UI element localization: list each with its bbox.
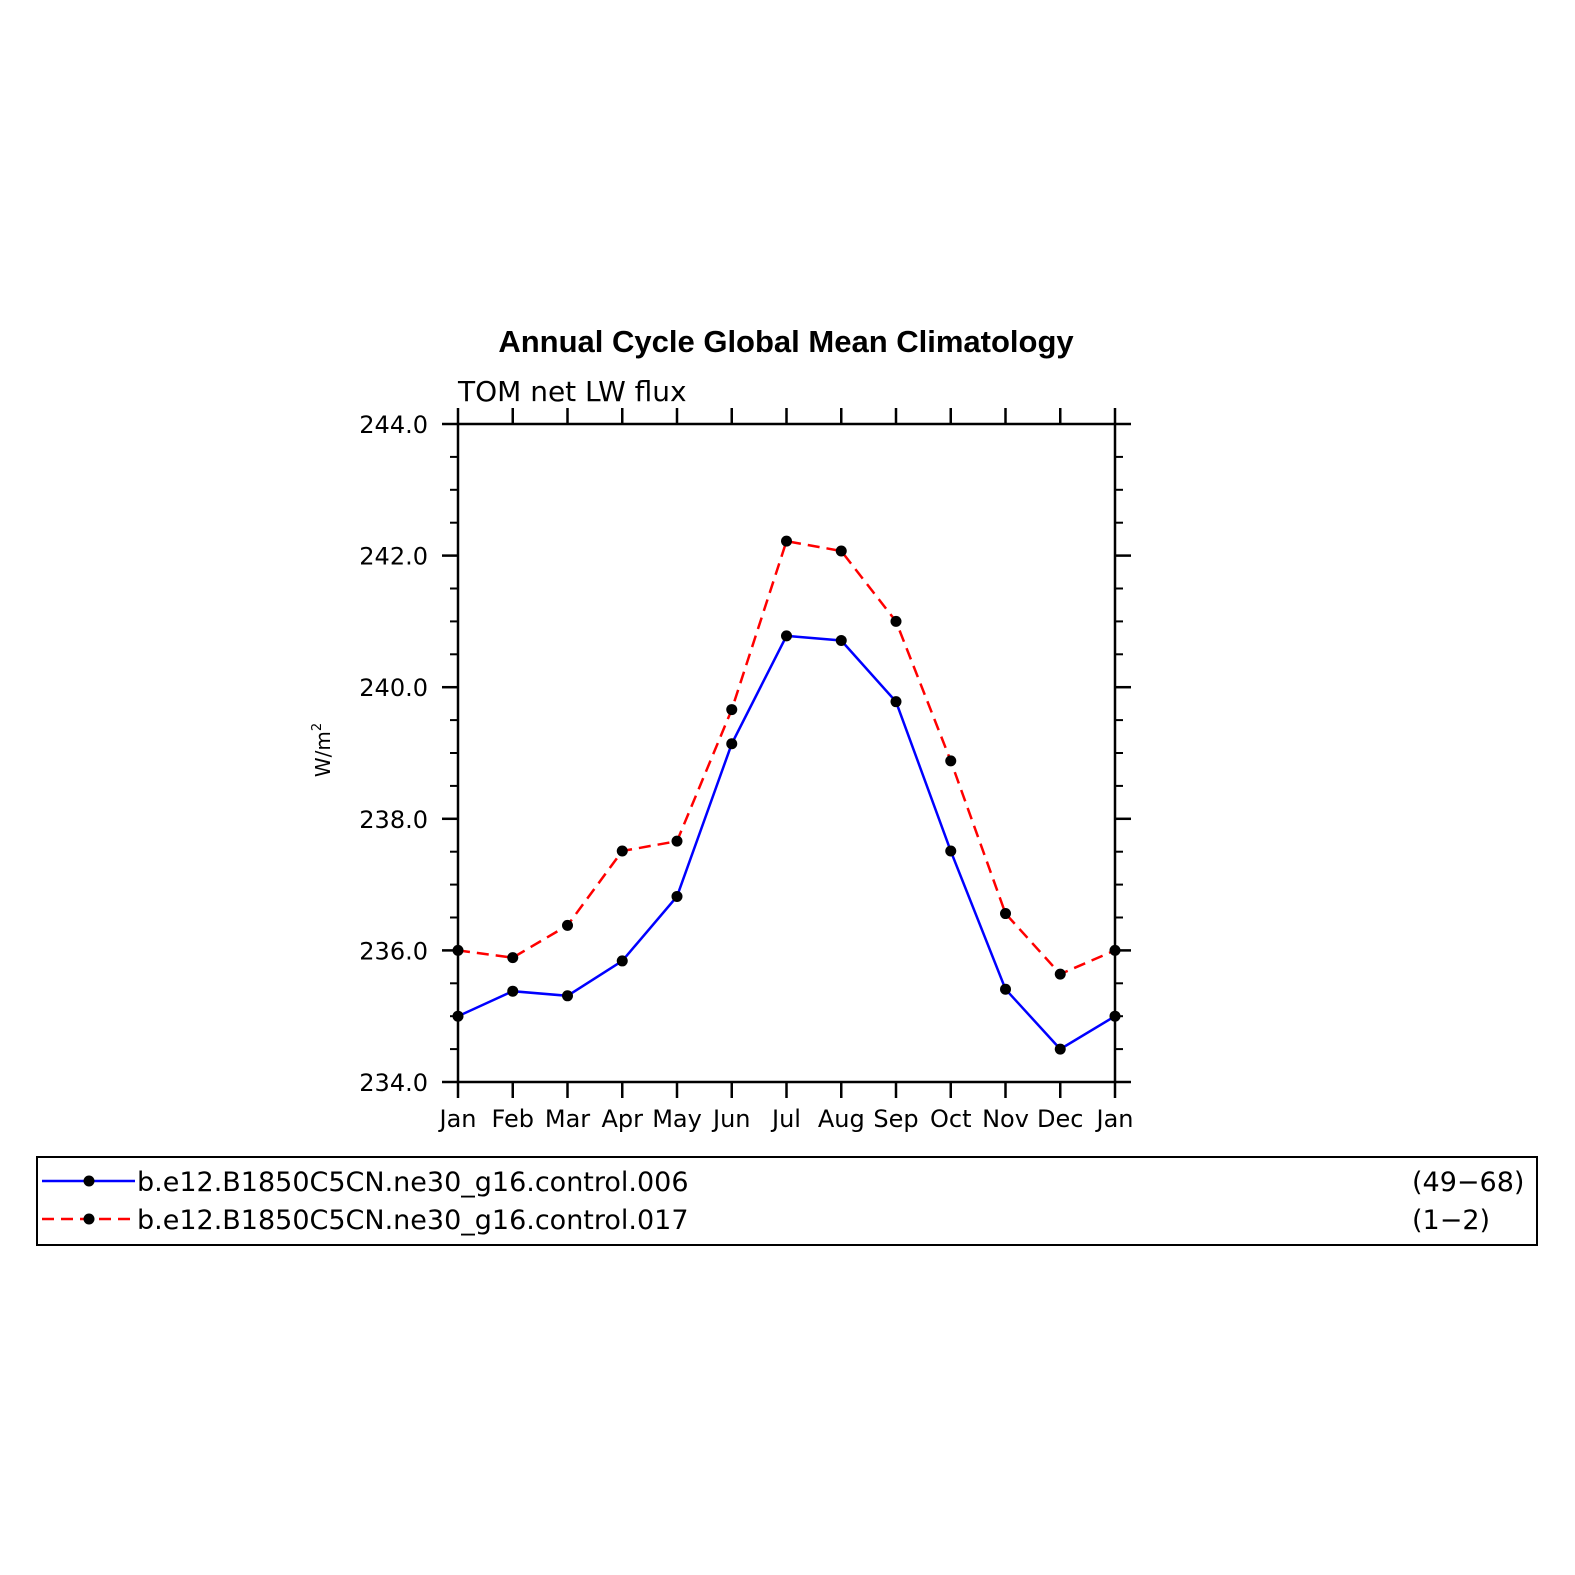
- legend-marker: [83, 1175, 95, 1187]
- y-tick-label: 244.0: [359, 411, 428, 439]
- x-tick-label: Jul: [770, 1105, 801, 1133]
- x-tick-label: Jan: [1095, 1105, 1134, 1133]
- x-tick-label: May: [652, 1105, 702, 1133]
- data-point: [507, 985, 519, 997]
- x-tick-label: Feb: [492, 1105, 535, 1133]
- y-axis-label-text: W/m: [311, 731, 335, 777]
- data-point: [671, 890, 683, 902]
- y-tick-label: 236.0: [359, 937, 428, 965]
- data-point: [1000, 908, 1011, 920]
- y-tick-label: 234.0: [359, 1069, 428, 1097]
- data-point: [781, 535, 792, 547]
- x-tick-label: Aug: [818, 1105, 865, 1133]
- x-tick-label: Apr: [601, 1105, 643, 1133]
- data-point: [1109, 944, 1121, 956]
- chart-title: Annual Cycle Global Mean Climatology: [498, 324, 1074, 359]
- data-point: [671, 835, 683, 847]
- data-point: [1000, 983, 1011, 995]
- data-point: [781, 630, 792, 642]
- x-tick-label: Sep: [873, 1105, 918, 1133]
- data-point: [616, 845, 628, 857]
- data-point: [452, 944, 464, 956]
- y-tick-label: 240.0: [359, 674, 428, 702]
- series-layer: [452, 535, 1121, 1055]
- plot-frame: [456, 422, 1117, 1084]
- x-tick-label: Jan: [438, 1105, 477, 1133]
- y-axis-label: W/m2: [310, 723, 335, 777]
- data-point: [890, 615, 902, 627]
- data-point: [1054, 968, 1066, 980]
- y-tick-label: 238.0: [359, 806, 428, 834]
- legend-label: b.e12.B1850C5CN.ne30_g16.control.017: [137, 1205, 689, 1236]
- svg-text:W/m2: W/m2: [310, 723, 335, 777]
- legend: b.e12.B1850C5CN.ne30_g16.control.006 (49−…: [36, 1156, 1538, 1246]
- x-tick-label: Nov: [982, 1105, 1029, 1133]
- series-line-2: [457, 539, 1116, 976]
- data-point: [945, 845, 957, 857]
- x-tick-label: Oct: [930, 1105, 972, 1133]
- data-point: [452, 1010, 464, 1022]
- legend-label: b.e12.B1850C5CN.ne30_g16.control.006: [137, 1167, 689, 1198]
- chart-subtitle: TOM net LW flux: [457, 375, 687, 408]
- y-tick-label: 242.0: [359, 543, 428, 571]
- data-point: [1109, 1010, 1121, 1022]
- y-axis-label-superscript: 2: [310, 723, 325, 731]
- x-tick-label: Mar: [545, 1105, 590, 1133]
- data-point: [1054, 1043, 1066, 1055]
- x-tick-label: Jun: [711, 1105, 751, 1133]
- legend-years: (49−68): [1412, 1167, 1524, 1198]
- x-tick-label: Dec: [1037, 1105, 1083, 1133]
- legend-marker: [83, 1213, 95, 1225]
- series-line-1: [457, 634, 1116, 1051]
- data-point: [562, 919, 573, 931]
- data-point: [616, 955, 628, 967]
- data-point: [726, 704, 738, 716]
- data-point: [726, 738, 738, 750]
- data-point: [835, 634, 847, 646]
- data-point: [945, 755, 957, 767]
- legend-box: [36, 1156, 1538, 1246]
- legend-years: (1−2): [1412, 1205, 1490, 1236]
- data-point: [562, 990, 573, 1002]
- data-point: [507, 952, 519, 964]
- plot-axes: Jan Feb Mar Apr May Jun Jul Aug Sep Oct Nov Dec Jan 2…: [359, 408, 1134, 1133]
- data-point: [835, 545, 847, 557]
- data-point: [890, 696, 902, 708]
